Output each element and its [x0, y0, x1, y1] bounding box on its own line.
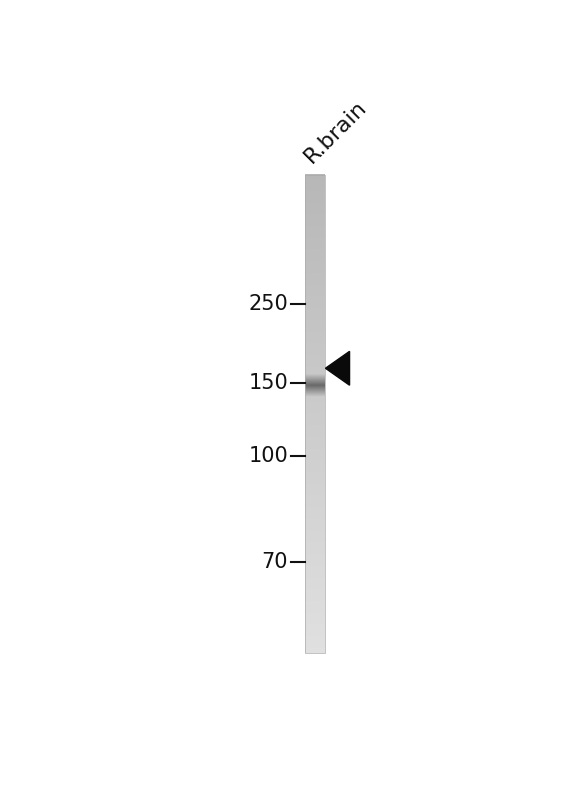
Text: 100: 100 — [249, 446, 288, 466]
Bar — [305, 175, 324, 654]
Text: 250: 250 — [249, 294, 288, 314]
Text: 150: 150 — [249, 373, 288, 393]
Text: 70: 70 — [262, 552, 288, 572]
Polygon shape — [325, 351, 350, 386]
Text: R.brain: R.brain — [301, 97, 371, 167]
